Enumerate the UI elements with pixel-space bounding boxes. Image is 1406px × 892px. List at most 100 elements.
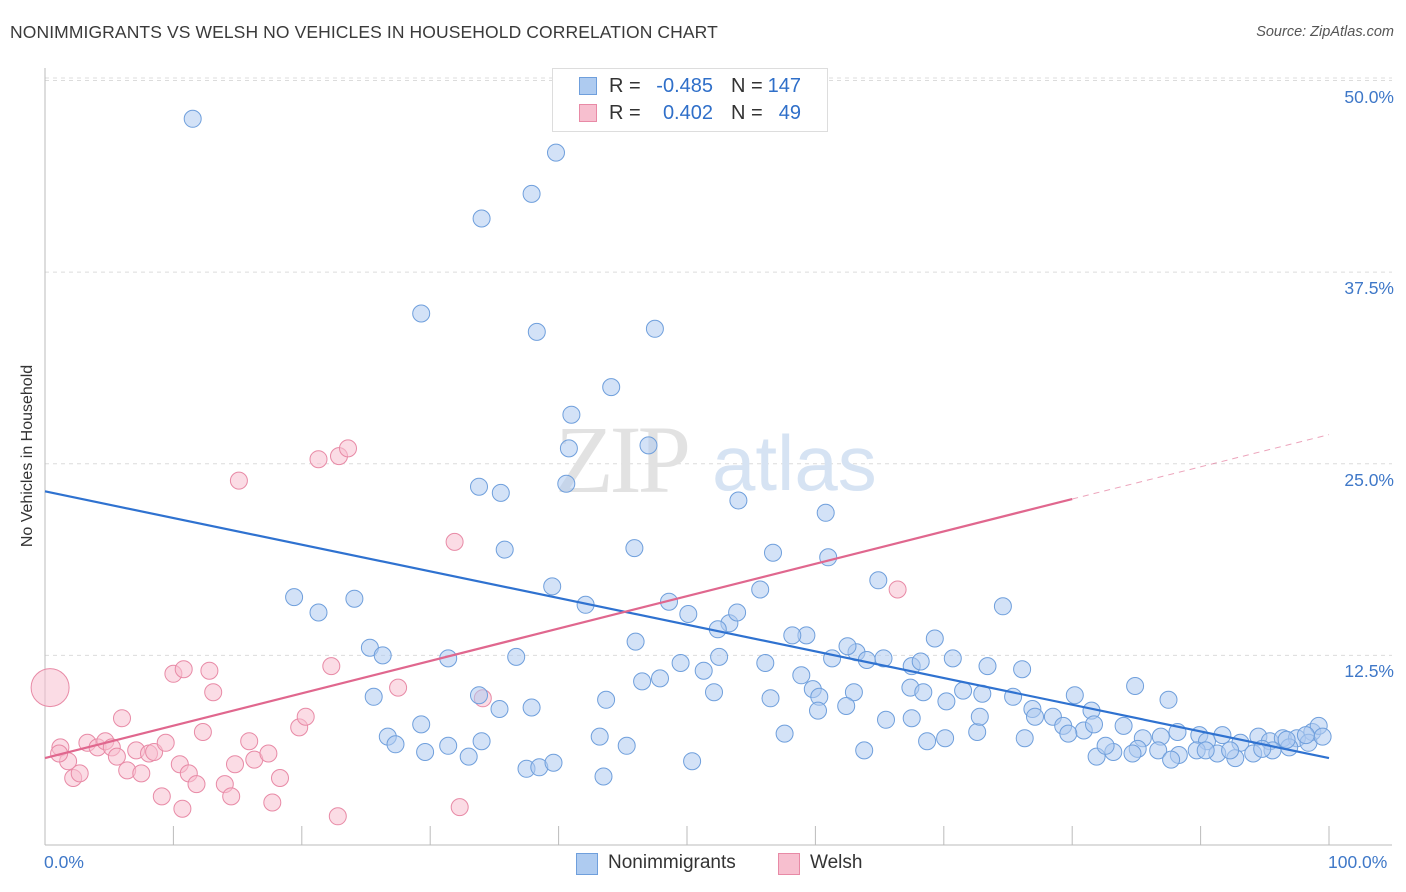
nonimmigrants-point [1162, 750, 1181, 769]
nonimmigrants-point [633, 672, 652, 691]
y-tick-label: 37.5% [1344, 278, 1394, 299]
nonimmigrants-point [364, 687, 383, 706]
welsh-trend-extension [1072, 434, 1330, 500]
nonimmigrants-point [547, 143, 565, 162]
welsh-point [263, 793, 282, 812]
n-value: 49 [778, 102, 801, 124]
nonimmigrants-point [522, 698, 541, 717]
nonimmigrants-point [470, 477, 488, 496]
nonimmigrants-point [645, 319, 664, 338]
x-tick-label-max: 100.0% [1328, 852, 1388, 872]
welsh-point [132, 764, 151, 783]
nonimmigrants-point [626, 632, 645, 651]
n-label: N = [731, 75, 763, 97]
nonimmigrants-point [439, 736, 458, 755]
welsh-point [450, 798, 469, 817]
nonimmigrants-point [416, 743, 435, 761]
gridlines [45, 77, 1392, 656]
nonimmigrants-point [507, 647, 526, 666]
nonimmigrants-point [918, 732, 937, 751]
legend-swatch-welsh [778, 853, 800, 875]
nonimmigrants-point [809, 701, 827, 720]
nonimmigrants-point [819, 548, 838, 567]
nonimmigrants-point [544, 753, 563, 772]
welsh-point [204, 683, 223, 702]
x-tick-label-min: 0.0% [44, 852, 84, 872]
legend-label: Nonimmigrants [608, 852, 736, 873]
nonimmigrants-point [671, 654, 690, 672]
nonimmigrants-point [978, 657, 997, 676]
stats-box: R = -0.485 N = 147 R = 0.402 N = 49 [552, 68, 828, 132]
stats-row-welsh: R = 0.402 N = 49 [553, 100, 827, 126]
nonimmigrants-point [1196, 741, 1215, 760]
nonimmigrants-point [1221, 741, 1240, 760]
nonimmigrants-point [527, 322, 546, 341]
nonimmigrants-point [1159, 690, 1178, 709]
nonimmigrants-point [764, 543, 782, 562]
nonimmigrants-point [557, 474, 576, 493]
welsh-point [271, 769, 289, 787]
nonimmigrants-point [1096, 736, 1115, 755]
nonimmigrants-point [491, 483, 510, 502]
welsh-point [113, 709, 131, 728]
nonimmigrants-point [728, 603, 747, 622]
n-label: N = [731, 102, 763, 124]
nonimmigrants-point [602, 378, 621, 397]
nonimmigrants-point [729, 491, 748, 510]
nonimmigrants-point [472, 732, 491, 751]
nonimmigrants-point [597, 690, 616, 709]
welsh-point [152, 787, 171, 806]
nonimmigrants-point [761, 689, 780, 708]
y-tick-label: 25.0% [1344, 469, 1394, 490]
nonimmigrants-point [874, 649, 893, 668]
nonimmigrants-point [1114, 716, 1133, 735]
nonimmigrants-point [783, 626, 802, 645]
n-value: 147 [767, 75, 801, 97]
nonimmigrants-point [775, 724, 794, 743]
welsh-point [229, 471, 248, 490]
r-label: R = [609, 75, 641, 97]
nonimmigrants-point [490, 700, 509, 718]
nonimmigrants-point [1065, 686, 1084, 705]
welsh-point [173, 799, 192, 818]
welsh-point [328, 807, 347, 826]
nonimmigrants-point [936, 729, 955, 748]
nonimmigrants-point [679, 605, 698, 623]
nonimmigrants-point [914, 683, 933, 702]
nonimmigrants-point [751, 580, 770, 599]
nonimmigrants-point [625, 539, 644, 558]
welsh-point [156, 733, 175, 752]
welsh-point [30, 668, 70, 708]
stats-swatch-nonimmigrants [579, 77, 597, 95]
nonimmigrants-point [970, 707, 989, 726]
nonimmigrants-point [594, 767, 613, 786]
nonimmigrants-point [756, 654, 775, 672]
legend: Nonimmigrants Welsh [0, 852, 1406, 878]
nonimmigrants-point [1123, 744, 1142, 763]
nonimmigrants-point [954, 681, 973, 700]
nonimmigrants-point [1296, 726, 1315, 745]
legend-label: Welsh [810, 852, 863, 873]
nonimmigrants-point [694, 661, 713, 680]
welsh-trend-line [44, 497, 1073, 760]
nonimmigrants-point [459, 747, 478, 766]
welsh-point [339, 439, 357, 458]
series-welsh-points [30, 439, 907, 826]
welsh-point [309, 450, 328, 469]
nonimmigrants-point [562, 405, 581, 424]
nonimmigrants-point [837, 697, 856, 715]
chart-title: NONIMMIGRANTS VS WELSH NO VEHICLES IN HO… [10, 22, 718, 42]
nonimmigrants-point [1013, 660, 1032, 679]
nonimmigrants-point [937, 692, 956, 711]
welsh-point [259, 744, 278, 763]
watermark-zip: ZIP [555, 406, 688, 513]
nonimmigrants-point [559, 439, 578, 458]
nonimmigrants-point [855, 741, 874, 760]
nonimmigrants-point [522, 184, 541, 203]
nonimmigrants-point [1149, 741, 1168, 760]
nonimmigrants-point [543, 577, 562, 596]
nonimmigrants-point [902, 709, 921, 728]
nonimmigrants-point [877, 710, 895, 729]
r-label: R = [609, 102, 641, 124]
